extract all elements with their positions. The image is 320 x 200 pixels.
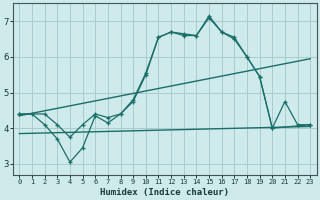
X-axis label: Humidex (Indice chaleur): Humidex (Indice chaleur) xyxy=(100,188,229,197)
